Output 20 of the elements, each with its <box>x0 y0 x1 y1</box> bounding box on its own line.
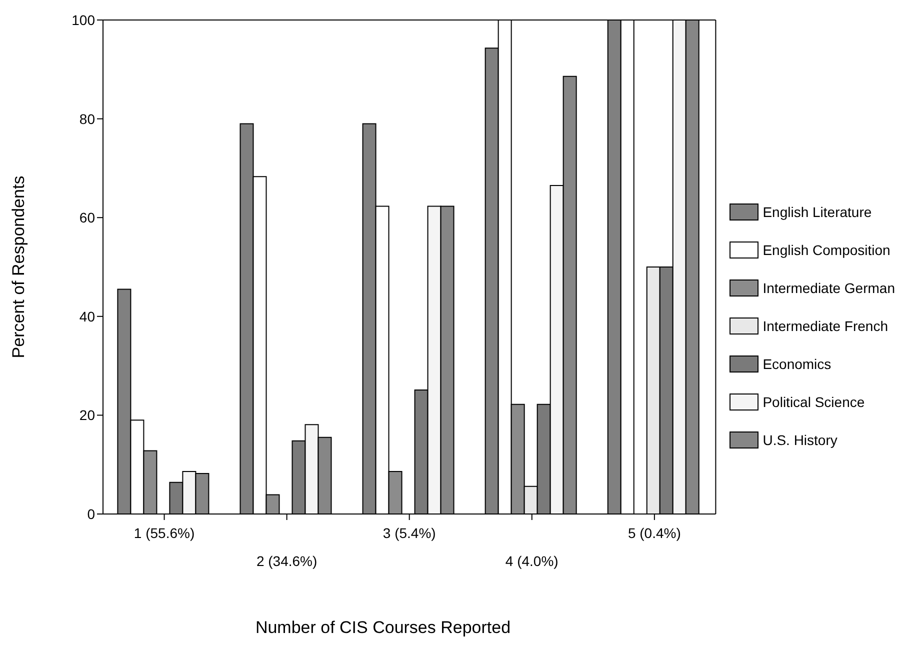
x-axis-title: Number of CIS Courses Reported <box>254 618 512 638</box>
y-tick-label: 20 <box>79 407 96 424</box>
legend-label: Economics <box>762 356 832 372</box>
legend-label: U.S. History <box>762 432 838 448</box>
y-tick-label: 0 <box>87 506 96 522</box>
legend-label: Intermediate German <box>762 280 895 296</box>
x-tick-label: 2 (34.6%) <box>256 553 318 569</box>
y-tick-label: 40 <box>79 308 96 324</box>
x-tick-label: 3 (5.4%) <box>382 525 436 541</box>
legend-label: Political Science <box>762 394 865 410</box>
x-tick-label: 1 (55.6%) <box>134 525 195 541</box>
legend-label: English Literature <box>762 204 872 220</box>
y-tick-label: 60 <box>79 210 96 226</box>
x-tick-label: 5 (0.4%) <box>628 525 681 541</box>
y-tick-label: 80 <box>79 110 96 127</box>
legend-label: English Composition <box>762 242 890 258</box>
x-tick-label: 4 (4.0%) <box>505 553 558 569</box>
y-axis-title: Percent of Respondents <box>9 176 28 358</box>
y-tick-label: 100 <box>72 12 96 28</box>
legend-label: Intermediate French <box>762 318 888 334</box>
